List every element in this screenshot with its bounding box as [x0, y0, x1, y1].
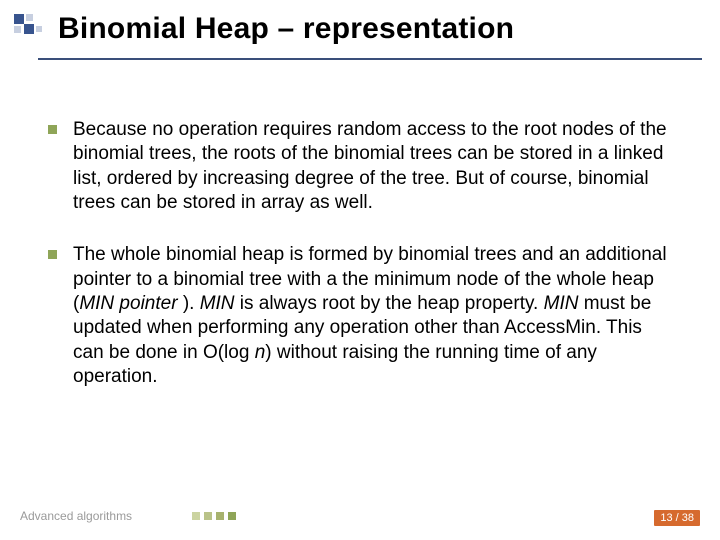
text-run: ).	[183, 293, 200, 314]
bullet-item: The whole binomial heap is formed by bin…	[48, 243, 676, 389]
footer-label: Advanced algorithms	[20, 509, 132, 523]
text-run: is always root by the heap property.	[235, 293, 544, 314]
footer-dot-icon	[228, 512, 236, 520]
page-sep: /	[673, 512, 682, 524]
footer-dots	[192, 512, 236, 520]
bullet-item: Because no operation requires random acc…	[48, 118, 676, 215]
bullet-text: Because no operation requires random acc…	[73, 118, 676, 215]
footer-dot-icon	[216, 512, 224, 520]
italic-run: MIN	[544, 293, 584, 314]
footer-dot-icon	[192, 512, 200, 520]
bullet-marker-icon	[48, 125, 57, 134]
italic-run: MIN pointer	[79, 293, 182, 314]
bullet-text: The whole binomial heap is formed by bin…	[73, 243, 676, 389]
italic-run: MIN	[200, 293, 235, 314]
slide-title: Binomial Heap – representation	[58, 12, 702, 46]
page-current: 13	[660, 512, 672, 524]
corner-square	[14, 14, 24, 24]
footer-dot-icon	[204, 512, 212, 520]
italic-run: n	[255, 342, 266, 363]
slide-body: Because no operation requires random acc…	[48, 118, 676, 417]
corner-square	[26, 14, 33, 21]
slide-footer: Advanced algorithms	[20, 506, 700, 526]
corner-square	[14, 26, 21, 33]
page-number-badge: 13 / 38	[654, 510, 700, 526]
corner-square	[36, 26, 42, 32]
bullet-marker-icon	[48, 250, 57, 259]
slide: Binomial Heap – representation Because n…	[0, 0, 720, 540]
corner-square	[24, 24, 34, 34]
corner-decoration	[14, 14, 44, 44]
page-total: 38	[682, 512, 694, 524]
text-run: Because no operation requires random acc…	[73, 119, 667, 213]
title-underline	[38, 58, 702, 60]
